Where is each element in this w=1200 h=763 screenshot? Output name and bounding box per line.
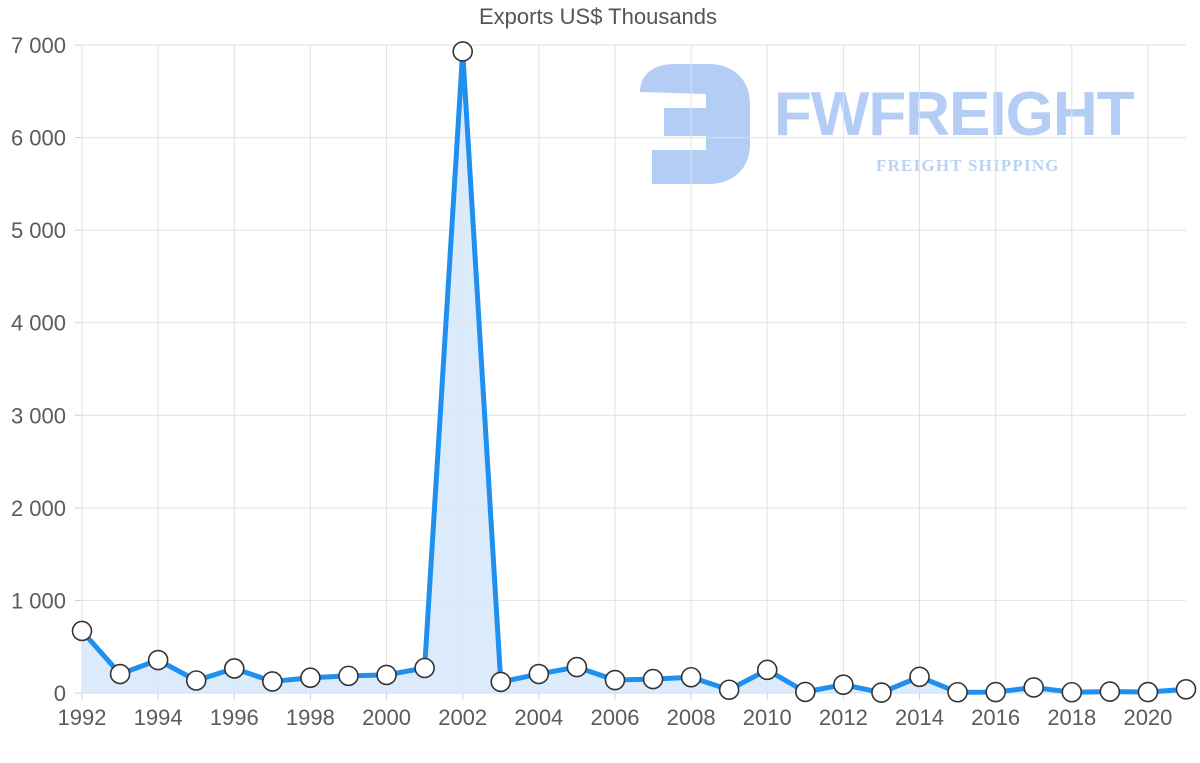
data-point-marker[interactable]: 2016: 10 — [985, 681, 1006, 703]
y-axis-label: 4 000 — [11, 311, 66, 336]
data-point-marker[interactable]: 1992: 670 — [71, 620, 93, 642]
x-axis-label: 1998 — [286, 705, 335, 730]
data-point-marker[interactable]: 2011: 12 — [795, 681, 816, 703]
data-point-marker[interactable]: 2010: 250 — [756, 659, 778, 681]
x-axis-label: 1994 — [134, 705, 183, 730]
data-point-marker[interactable]: 2003: 120 — [490, 671, 512, 693]
data-point-marker[interactable]: 2018: 8 — [1061, 681, 1083, 703]
series-area — [82, 51, 1186, 694]
data-point-marker[interactable]: 1999: 185 — [338, 665, 359, 687]
x-axis-label: 1996 — [210, 705, 259, 730]
data-point-marker[interactable]: 2019: 15 — [1099, 681, 1121, 702]
data-point-marker[interactable]: 2020: 10 — [1137, 681, 1159, 703]
data-point-marker[interactable]: 1995: 135 — [185, 670, 207, 691]
data-point-marker[interactable]: 2005: 280 — [566, 656, 588, 678]
chart-title-text: Exports US$ Thousands — [478, 4, 718, 29]
y-axis-label: 7 000 — [11, 33, 66, 58]
data-point-marker[interactable]: 1998: 165 — [300, 667, 321, 689]
data-point-marker[interactable]: 2014: 175 — [909, 666, 930, 688]
data-point-marker[interactable]: 2006: 140 — [604, 669, 626, 691]
series-line — [79, 48, 1189, 696]
data-point-marker[interactable]: 2009: 35 — [718, 679, 740, 701]
x-axis-label: 2018 — [1047, 705, 1096, 730]
x-axis-label: 1992 — [58, 705, 107, 730]
x-axis-label: 2020 — [1123, 705, 1172, 730]
data-point-marker[interactable]: 2015: 8 — [947, 681, 968, 703]
data-point-marker[interactable]: 1997: 125 — [262, 671, 283, 692]
series-line-path — [79, 48, 1189, 696]
data-point-marker[interactable]: 2012: 90 — [833, 674, 854, 695]
data-point-marker[interactable]: 2004: 205 — [528, 663, 550, 685]
x-axis-label: 2004 — [514, 705, 563, 730]
x-axis-label: 2006 — [590, 705, 639, 730]
y-axis-label: 5 000 — [11, 218, 66, 243]
data-point-marker[interactable]: 2008: 170 — [680, 666, 702, 688]
data-point-marker[interactable]: 1993: 205 — [109, 663, 131, 685]
series-area-fill — [82, 51, 1186, 694]
x-axis-label: 2010 — [743, 705, 792, 730]
x-axis-label: 2008 — [667, 705, 716, 730]
y-axis-label: 1 000 — [11, 588, 66, 613]
data-point-marker[interactable]: 1994: 356 — [147, 649, 169, 671]
data-point-marker[interactable]: 2000: 195 — [376, 664, 397, 686]
y-axis-tick-labels: 0 1 000 2 000 3 000 4 000 5 000 6 000 7 000 — [11, 33, 66, 706]
data-point-marker[interactable]: 2001: 270 — [414, 657, 435, 679]
x-axis-tick-labels: 1992 1994 1996 1998 2000 2002 2004 2006 2008 2010… — [58, 705, 1173, 730]
chart-title: Exports US$ Thousands — [0, 4, 1200, 30]
x-axis-label: 2000 — [362, 705, 411, 730]
x-axis-label: 2016 — [971, 705, 1020, 730]
y-axis-label: 3 000 — [11, 403, 66, 428]
grid-lines — [75, 44, 1186, 700]
x-axis-label: 2012 — [819, 705, 868, 730]
y-axis-label: 0 — [54, 681, 66, 706]
data-point-marker[interactable]: 1996: 265 — [223, 658, 245, 679]
data-point-marker[interactable]: 2021: 40 — [1175, 678, 1197, 700]
data-point-marker[interactable]: 2007: 150 — [642, 668, 664, 690]
data-point-markers: 1992: 670 1993: 205 1994: 356 1995: 135 1996… — [71, 41, 1197, 703]
x-axis-label: 2002 — [438, 705, 487, 730]
y-axis-label: 2 000 — [11, 496, 66, 521]
data-point-marker[interactable]: 2017: 60 — [1023, 677, 1045, 698]
data-point-marker[interactable]: 2002: 6930 — [452, 41, 473, 62]
y-axis-label: 6 000 — [11, 126, 66, 151]
x-axis-label: 2014 — [895, 705, 944, 730]
data-point-marker[interactable]: 2013: 5 — [871, 682, 892, 703]
